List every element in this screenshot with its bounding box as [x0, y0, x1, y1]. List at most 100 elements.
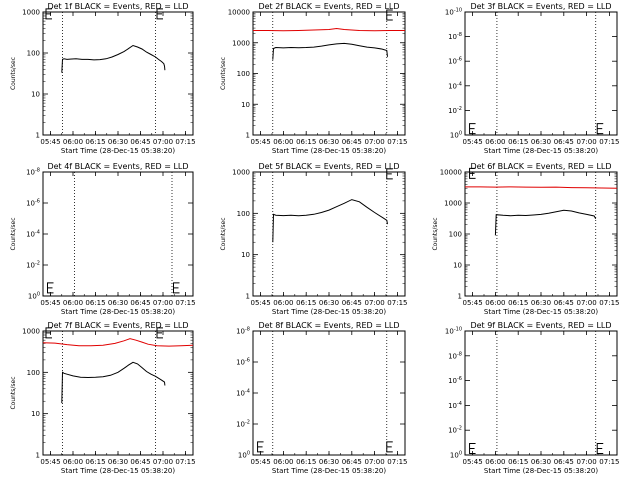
e-marker [386, 9, 393, 21]
e-marker [257, 441, 264, 453]
x-tick-label: 07:00 [577, 138, 597, 146]
y-axis-label: Counts/sec [10, 376, 17, 409]
y-tick-label: 100 [449, 231, 462, 239]
e-marker [45, 327, 52, 339]
x-tick-label: 06:45 [342, 299, 362, 307]
lld-series-line [253, 27, 405, 32]
y-tick-label: 1000 [232, 169, 250, 177]
y-tick-label: 1 [36, 452, 40, 460]
y-tick-label: 1000 [444, 200, 462, 208]
y-tick-label: 10-4 [448, 81, 462, 90]
e-marker [386, 441, 393, 453]
y-tick-label: 1 [246, 293, 250, 301]
y-tick-label: 10-4 [236, 389, 250, 398]
panel-6: Det 6f BLACK = Events, RED = LLD Counts/s… [432, 162, 619, 316]
panel-1: Det 1f BLACK = Events, RED = LLD Counts/s… [10, 2, 196, 155]
e-marker [156, 8, 163, 20]
x-tick-label: 06:15 [508, 458, 528, 466]
y-tick-label: 10 [31, 410, 40, 418]
x-axis-label: Start Time (28-Dec-15 05:38:20) [61, 467, 175, 475]
x-tick-label: 07:15 [387, 458, 407, 466]
x-tick-label: 06:00 [63, 458, 83, 466]
x-tick-label: 06:15 [296, 458, 316, 466]
x-tick-label: 06:30 [531, 458, 551, 466]
x-tick-label: 05:45 [463, 458, 483, 466]
panel-title: Det 8f BLACK = Events, RED = LLD [258, 321, 399, 330]
panel-title: Det 6f BLACK = Events, RED = LLD [470, 162, 611, 171]
x-tick-label: 06:00 [273, 299, 293, 307]
panel-title: Det 9f BLACK = Events, RED = LLD [470, 321, 611, 330]
y-tick-label: 10000 [228, 9, 250, 17]
y-axis-label: Counts/sec [220, 217, 227, 250]
y-axis-label: Counts/sec [10, 217, 17, 250]
e-marker [173, 282, 180, 294]
x-axis-label: Start Time (28-Dec-15 05:38:20) [272, 467, 386, 475]
x-tick-label: 07:15 [599, 299, 619, 307]
y-tick-label: 10-6 [448, 57, 462, 66]
x-tick-label: 07:00 [577, 299, 597, 307]
x-axis-label: Start Time (28-Dec-15 05:38:20) [484, 147, 598, 155]
y-tick-label: 1 [458, 293, 462, 301]
x-tick-label: 06:15 [85, 138, 105, 146]
e-marker [469, 167, 476, 179]
y-tick-label: 10-10 [445, 327, 462, 336]
y-tick-label: 100 [450, 451, 462, 460]
x-tick-label: 05:45 [463, 138, 483, 146]
x-tick-label: 07:00 [365, 299, 385, 307]
e-marker [47, 282, 54, 294]
y-tick-label: 10-4 [26, 230, 40, 239]
events-series-line [272, 199, 388, 243]
x-tick-label: 05:45 [251, 299, 271, 307]
x-tick-label: 07:00 [577, 458, 597, 466]
x-tick-label: 06:00 [485, 138, 505, 146]
y-tick-label: 1000 [22, 9, 40, 17]
x-tick-label: 05:45 [251, 458, 271, 466]
x-tick-label: 06:45 [554, 138, 574, 146]
panel-4: Det 4f BLACK = Events, RED = LLD Counts/s… [10, 162, 196, 316]
x-tick-label: 06:45 [130, 458, 150, 466]
lld-series-line [465, 186, 618, 189]
e-marker [386, 168, 393, 180]
panel-3: Det 3f BLACK = Events, RED = LLD Start Ti… [445, 2, 620, 155]
events-series-line [61, 44, 166, 73]
x-axis-label: Start Time (28-Dec-15 05:38:20) [272, 147, 386, 155]
y-tick-label: 100 [27, 369, 40, 377]
e-marker [469, 123, 476, 135]
y-tick-label: 10 [241, 251, 250, 259]
x-axis-label: Start Time (28-Dec-15 05:38:20) [484, 467, 598, 475]
y-tick-label: 100 [237, 70, 250, 78]
y-tick-label: 100 [238, 451, 250, 460]
x-tick-label: 06:45 [130, 138, 150, 146]
panel-9: Det 9f BLACK = Events, RED = LLD Start Ti… [445, 321, 620, 475]
y-tick-label: 1 [36, 132, 40, 140]
panel-title: Det 3f BLACK = Events, RED = LLD [470, 2, 611, 11]
y-tick-label: 100 [27, 50, 40, 58]
y-tick-label: 10 [453, 262, 462, 270]
panel-7: Det 7f BLACK = Events, RED = LLD Counts/s… [10, 321, 196, 475]
x-tick-label: 05:45 [251, 138, 271, 146]
x-tick-label: 05:45 [40, 299, 60, 307]
x-tick-label: 07:00 [153, 138, 173, 146]
x-tick-label: 06:45 [130, 299, 150, 307]
x-tick-label: 06:15 [296, 138, 316, 146]
y-tick-label: 10-6 [26, 199, 40, 208]
x-tick-label: 06:30 [531, 299, 551, 307]
x-tick-label: 06:00 [63, 138, 83, 146]
y-tick-label: 10-2 [448, 106, 462, 115]
x-tick-label: 06:45 [342, 138, 362, 146]
y-tick-label: 1000 [22, 328, 40, 336]
x-tick-label: 07:15 [599, 458, 619, 466]
y-tick-label: 10-6 [448, 376, 462, 385]
y-tick-label: 10-8 [236, 327, 250, 336]
y-tick-label: 1 [246, 132, 250, 140]
y-tick-label: 10-8 [448, 32, 462, 41]
y-tick-label: 10 [31, 91, 40, 99]
events-series-line [494, 209, 597, 236]
y-tick-label: 10-2 [26, 261, 40, 270]
panel-title: Det 4f BLACK = Events, RED = LLD [47, 162, 188, 171]
x-tick-label: 06:00 [273, 138, 293, 146]
x-tick-label: 07:00 [153, 458, 173, 466]
y-tick-label: 10-4 [448, 401, 462, 410]
y-tick-label: 10 [241, 101, 250, 109]
x-axis-label: Start Time (28-Dec-15 05:38:20) [61, 147, 175, 155]
